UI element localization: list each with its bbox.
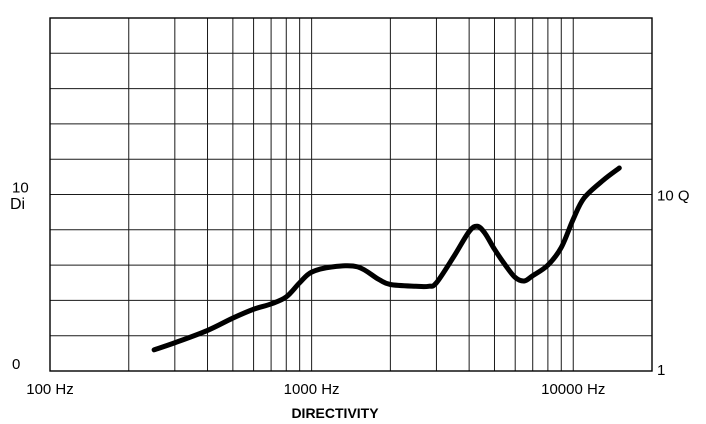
left-tick-label: 0 <box>12 356 20 373</box>
grid <box>50 18 652 371</box>
plot-frame <box>49 17 653 372</box>
right-tick-labels: 1 10 Q <box>657 188 690 380</box>
x-tick-label: 100 Hz <box>26 381 74 398</box>
left-tick-labels: 0 10 <box>12 180 29 374</box>
x-tick-label: 10000 Hz <box>541 381 605 398</box>
right-tick-label: 1 <box>657 362 665 379</box>
x-tick-label: 1000 Hz <box>284 381 340 398</box>
left-tick-label: 10 <box>12 180 29 197</box>
chart-title: DIRECTIVITY <box>291 405 379 421</box>
directivity-curve <box>151 165 622 353</box>
right-tick-label: 10 Q <box>657 188 690 205</box>
left-axis-label: Di <box>10 196 25 213</box>
x-tick-labels: 100 Hz 1000 Hz 10000 Hz <box>26 381 605 398</box>
